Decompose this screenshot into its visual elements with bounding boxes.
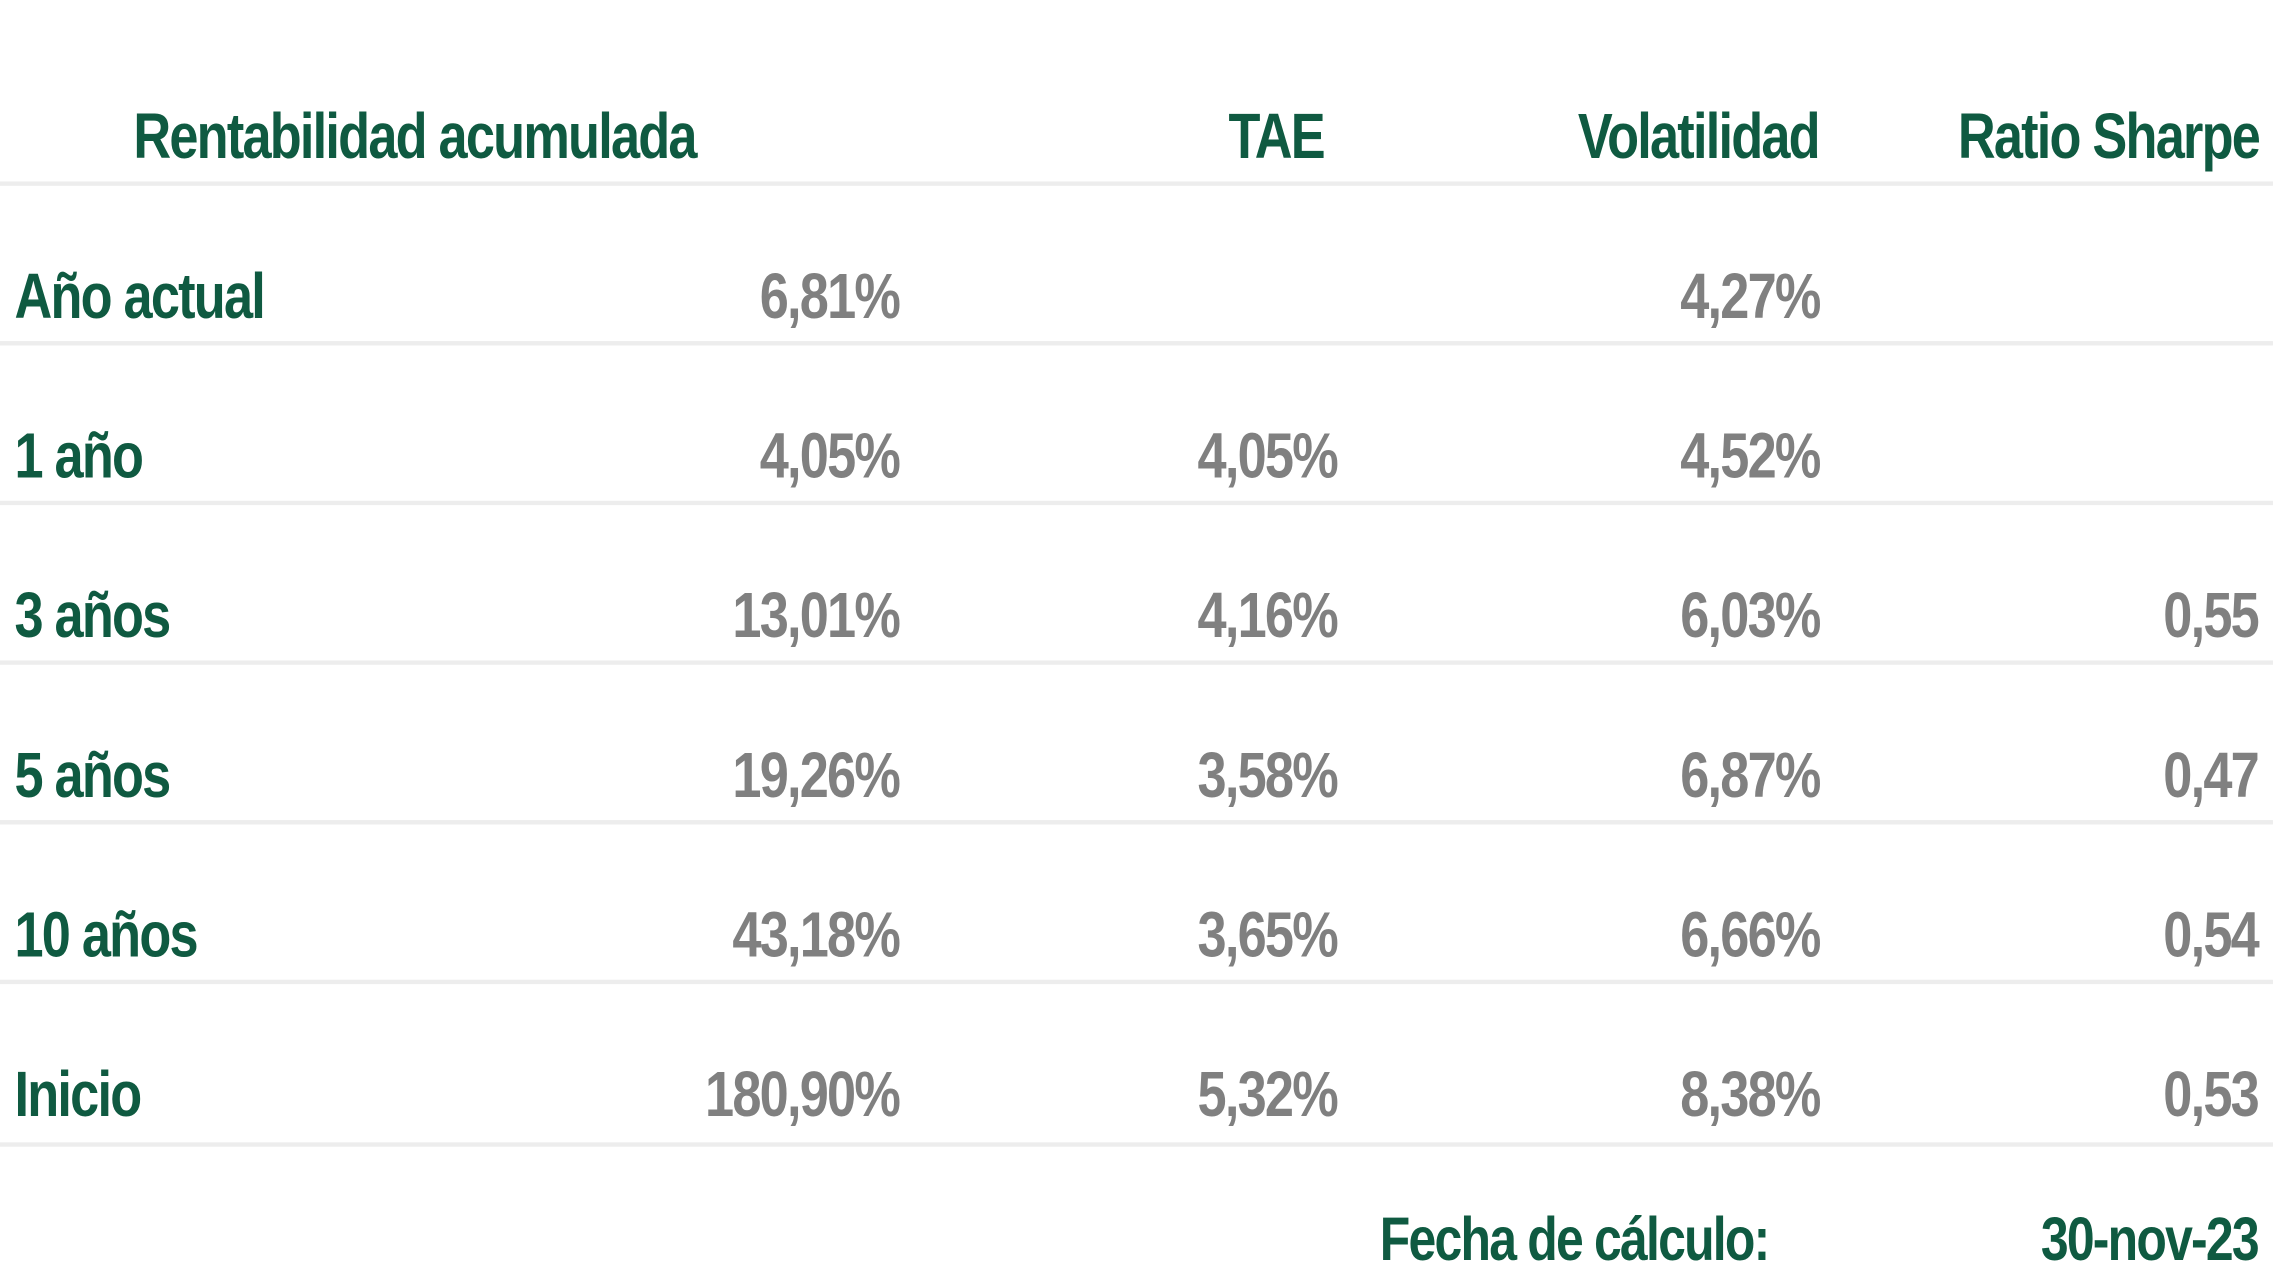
cell-rentabilidad: 13,01% xyxy=(732,580,900,652)
cell-volatilidad: 8,38% xyxy=(1679,1059,1821,1131)
cell-tae: 4,05% xyxy=(1197,420,1338,493)
header-tae: TAE xyxy=(1228,101,1325,173)
calc-date-label: Fecha de cálculo: xyxy=(1379,1204,1770,1273)
row-label: 3 años xyxy=(14,580,171,652)
header-rentabilidad: Rentabilidad acumulada xyxy=(133,101,697,173)
cell-rentabilidad: 180,90% xyxy=(704,1059,901,1131)
cell-rentabilidad: 19,26% xyxy=(732,740,900,812)
cell-sharpe: 0,53 xyxy=(2163,1059,2260,1131)
header-volatilidad: Volatilidad xyxy=(1578,101,1821,173)
cell-tae: 3,65% xyxy=(1197,899,1338,972)
cell-volatilidad: 6,87% xyxy=(1679,740,1821,812)
cell-rentabilidad: 4,05% xyxy=(759,420,900,493)
row-label: 1 año xyxy=(14,420,143,493)
cell-volatilidad: 4,27% xyxy=(1679,261,1821,333)
row-rule xyxy=(0,500,2273,506)
row-label: 10 años xyxy=(14,899,198,972)
cell-rentabilidad: 43,18% xyxy=(732,899,900,972)
row-label: 5 años xyxy=(14,740,171,812)
cell-volatilidad: 4,52% xyxy=(1679,420,1821,493)
row-rule xyxy=(0,1142,2273,1147)
row-rule xyxy=(0,341,2273,346)
cell-tae: 3,58% xyxy=(1197,740,1338,812)
row-rule xyxy=(0,660,2273,665)
cell-volatilidad: 6,66% xyxy=(1679,899,1821,972)
row-rule xyxy=(0,979,2273,985)
cell-sharpe: 0,47 xyxy=(2163,740,2260,812)
cell-rentabilidad: 6,81% xyxy=(759,261,900,333)
cell-tae: 5,32% xyxy=(1197,1059,1338,1131)
row-label: Año actual xyxy=(14,261,265,333)
header-ratio-sharpe: Ratio Sharpe xyxy=(1957,101,2260,173)
row-label: Inicio xyxy=(14,1059,142,1131)
row-rule xyxy=(0,820,2273,825)
cell-volatilidad: 6,03% xyxy=(1679,580,1821,652)
cell-tae: 4,16% xyxy=(1197,580,1338,652)
cell-sharpe: 0,54 xyxy=(2163,899,2260,972)
cell-sharpe: 0,55 xyxy=(2163,580,2260,652)
header-rule xyxy=(0,181,2273,186)
calc-date-value: 30-nov-23 xyxy=(2041,1204,2260,1273)
